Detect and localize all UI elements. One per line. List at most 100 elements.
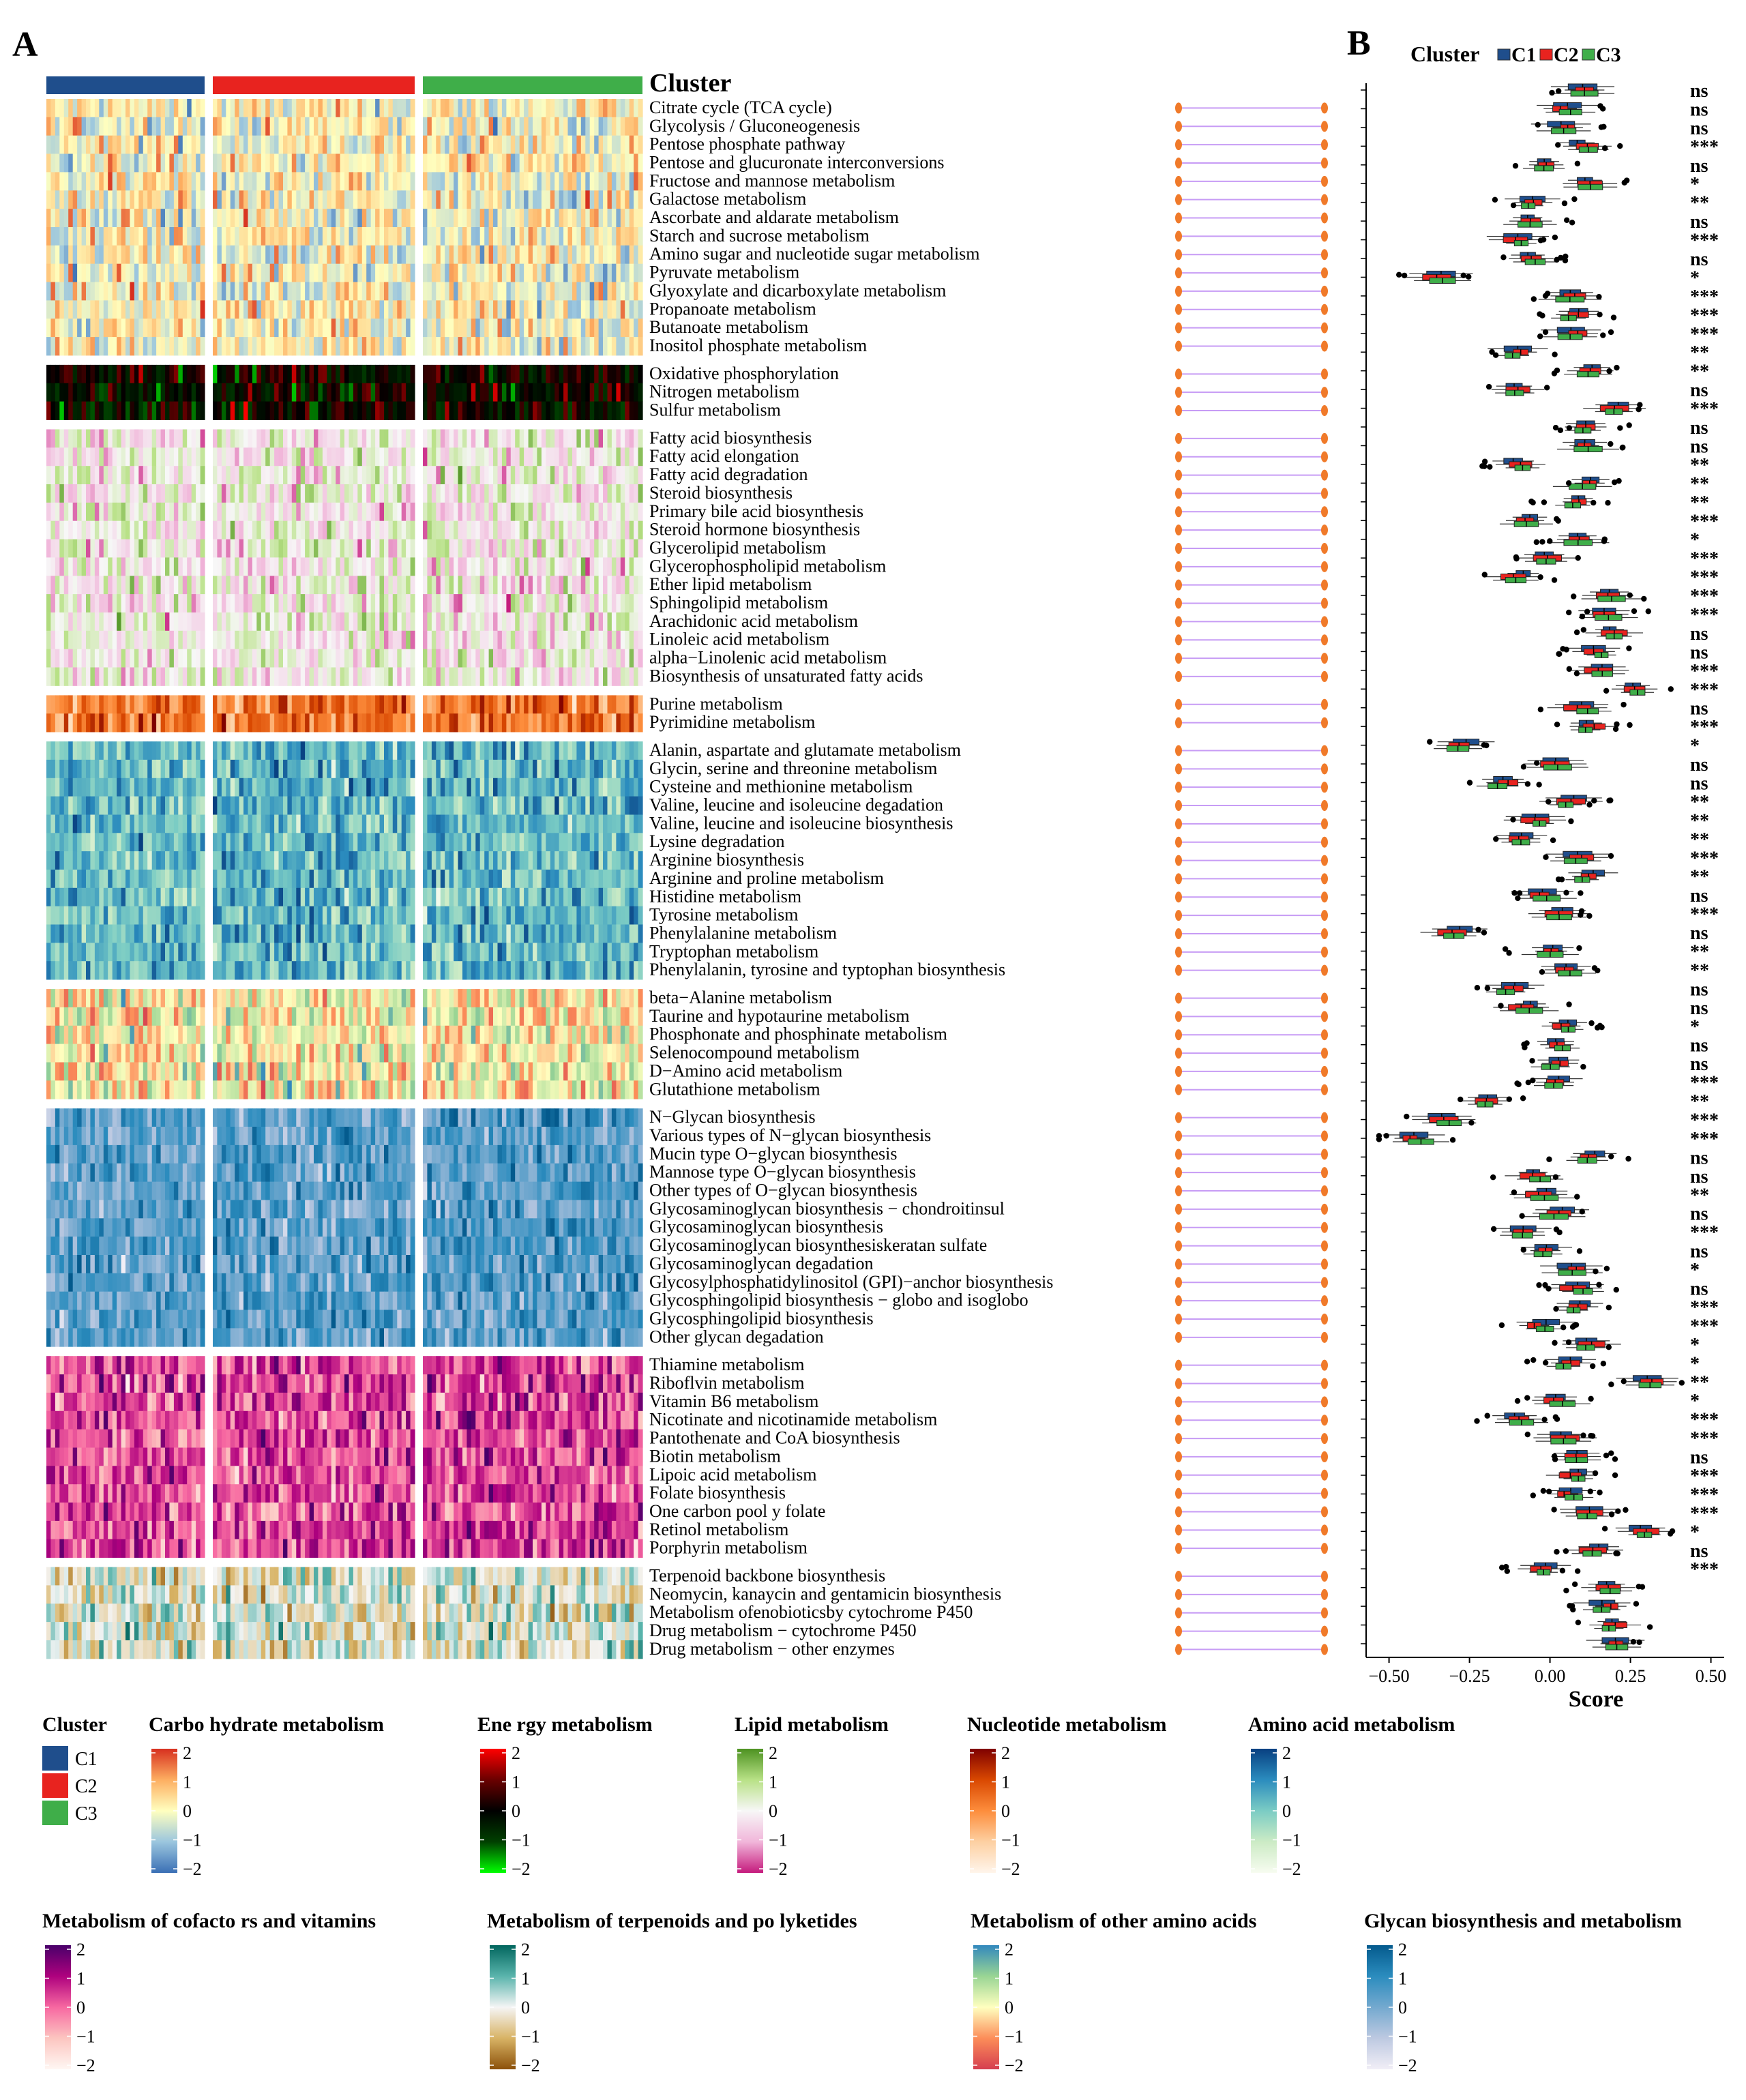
heatmap-cell bbox=[99, 447, 104, 467]
heatmap-cell bbox=[436, 263, 441, 282]
heatmap-cell bbox=[130, 227, 135, 246]
heatmap-cell bbox=[340, 778, 345, 797]
heatmap-cell bbox=[296, 300, 301, 319]
heatmap-cell bbox=[291, 319, 297, 338]
heatmap-cell bbox=[125, 282, 130, 301]
heatmap-cell bbox=[309, 466, 314, 485]
heatmap-cell bbox=[589, 630, 595, 650]
heatmap-cell bbox=[353, 153, 358, 173]
heatmap-cell bbox=[151, 319, 157, 338]
heatmap-cell bbox=[300, 630, 306, 650]
heatmap-cell bbox=[580, 337, 586, 356]
heatmap-cell bbox=[243, 99, 248, 118]
heatmap-cell bbox=[81, 594, 87, 613]
heatmap-cell bbox=[493, 245, 498, 265]
heatmap-cell bbox=[467, 190, 472, 209]
heatmap-cell bbox=[388, 209, 394, 228]
heatmap-cell bbox=[283, 447, 288, 467]
heatmap-cell bbox=[406, 649, 411, 668]
heatmap-cell bbox=[327, 576, 332, 595]
heatmap-cell bbox=[576, 117, 582, 136]
heatmap-cell bbox=[379, 539, 385, 558]
heatmap-cell bbox=[546, 383, 551, 402]
heatmap-cell bbox=[178, 209, 183, 228]
heatmap-cell bbox=[327, 300, 332, 319]
heatmap-cell bbox=[173, 520, 179, 539]
heatmap-cell bbox=[550, 695, 555, 714]
heatmap-cell bbox=[410, 245, 415, 265]
heatmap-cell bbox=[50, 778, 56, 797]
heatmap-cell bbox=[221, 466, 226, 485]
heatmap-cell bbox=[169, 484, 175, 503]
heatmap-cell bbox=[165, 759, 170, 779]
heatmap-cell bbox=[510, 245, 516, 265]
heatmap-cell bbox=[156, 282, 162, 301]
heatmap-cell bbox=[563, 796, 569, 815]
heatmap-cell bbox=[99, 190, 104, 209]
heatmap-cell bbox=[291, 245, 297, 265]
heatmap-cell bbox=[94, 447, 100, 467]
heatmap-cell bbox=[406, 364, 411, 384]
heatmap-cell bbox=[436, 429, 441, 448]
heatmap-cell bbox=[252, 99, 257, 118]
heatmap-cell bbox=[607, 695, 612, 714]
heatmap-cell bbox=[121, 594, 126, 613]
heatmap-cell bbox=[567, 557, 573, 576]
heatmap-cell bbox=[156, 319, 162, 338]
heatmap-cell bbox=[488, 447, 494, 467]
heatmap-cell bbox=[541, 364, 546, 384]
heatmap-cell bbox=[68, 172, 74, 191]
heatmap-cell bbox=[594, 153, 600, 173]
heatmap-row-starch-and-sucrose-metabolism bbox=[46, 227, 643, 246]
heatmap-cell bbox=[169, 695, 175, 714]
heatmap-cell bbox=[484, 502, 490, 522]
heatmap-cell bbox=[440, 594, 445, 613]
heatmap-cell bbox=[488, 337, 494, 356]
heatmap-cell bbox=[388, 227, 394, 246]
heatmap-cell bbox=[559, 364, 564, 384]
heatmap-cell bbox=[634, 447, 639, 467]
heatmap-cell bbox=[86, 447, 91, 467]
heatmap-cell bbox=[322, 263, 327, 282]
heatmap-cell bbox=[77, 630, 83, 650]
heatmap-cell bbox=[72, 649, 78, 668]
heatmap-cell bbox=[243, 282, 248, 301]
heatmap-cell bbox=[488, 539, 494, 558]
heatmap-cell bbox=[572, 594, 577, 613]
heatmap-cell bbox=[594, 282, 600, 301]
heatmap-cell bbox=[445, 502, 450, 522]
heatmap-cell bbox=[625, 245, 630, 265]
heatmap-cell bbox=[379, 263, 385, 282]
heatmap-cell bbox=[449, 364, 454, 384]
heatmap-cell bbox=[46, 649, 51, 668]
heatmap-cell bbox=[103, 502, 108, 522]
heatmap-cell bbox=[567, 713, 573, 733]
heatmap-cell bbox=[63, 695, 69, 714]
heatmap-cell bbox=[510, 759, 516, 779]
heatmap-cell bbox=[462, 383, 467, 402]
heatmap-cell bbox=[392, 447, 398, 467]
heatmap-cell bbox=[160, 401, 166, 420]
heatmap-cell bbox=[187, 796, 192, 815]
heatmap-cell bbox=[603, 576, 608, 595]
heatmap-cell bbox=[594, 466, 600, 485]
heatmap-row-linoleic-acid-metabolism bbox=[46, 630, 643, 650]
heatmap-cell bbox=[217, 539, 222, 558]
heatmap-cell bbox=[287, 520, 293, 539]
heatmap-cell bbox=[112, 190, 117, 209]
heatmap-cell bbox=[230, 778, 235, 797]
heatmap-cell bbox=[156, 135, 162, 154]
heatmap-cell bbox=[475, 695, 481, 714]
heatmap-cell bbox=[230, 172, 235, 191]
heatmap-cell bbox=[103, 401, 108, 420]
heatmap-cell bbox=[384, 447, 389, 467]
heatmap-cell bbox=[130, 263, 135, 282]
heatmap-cell bbox=[506, 447, 512, 467]
heatmap-cell bbox=[436, 484, 441, 503]
heatmap-cell bbox=[524, 466, 529, 485]
heatmap-cell bbox=[50, 447, 56, 467]
heatmap-cell bbox=[515, 594, 520, 613]
heatmap-cell bbox=[252, 337, 257, 356]
heatmap-cell bbox=[59, 484, 65, 503]
heatmap-cell bbox=[638, 484, 643, 503]
